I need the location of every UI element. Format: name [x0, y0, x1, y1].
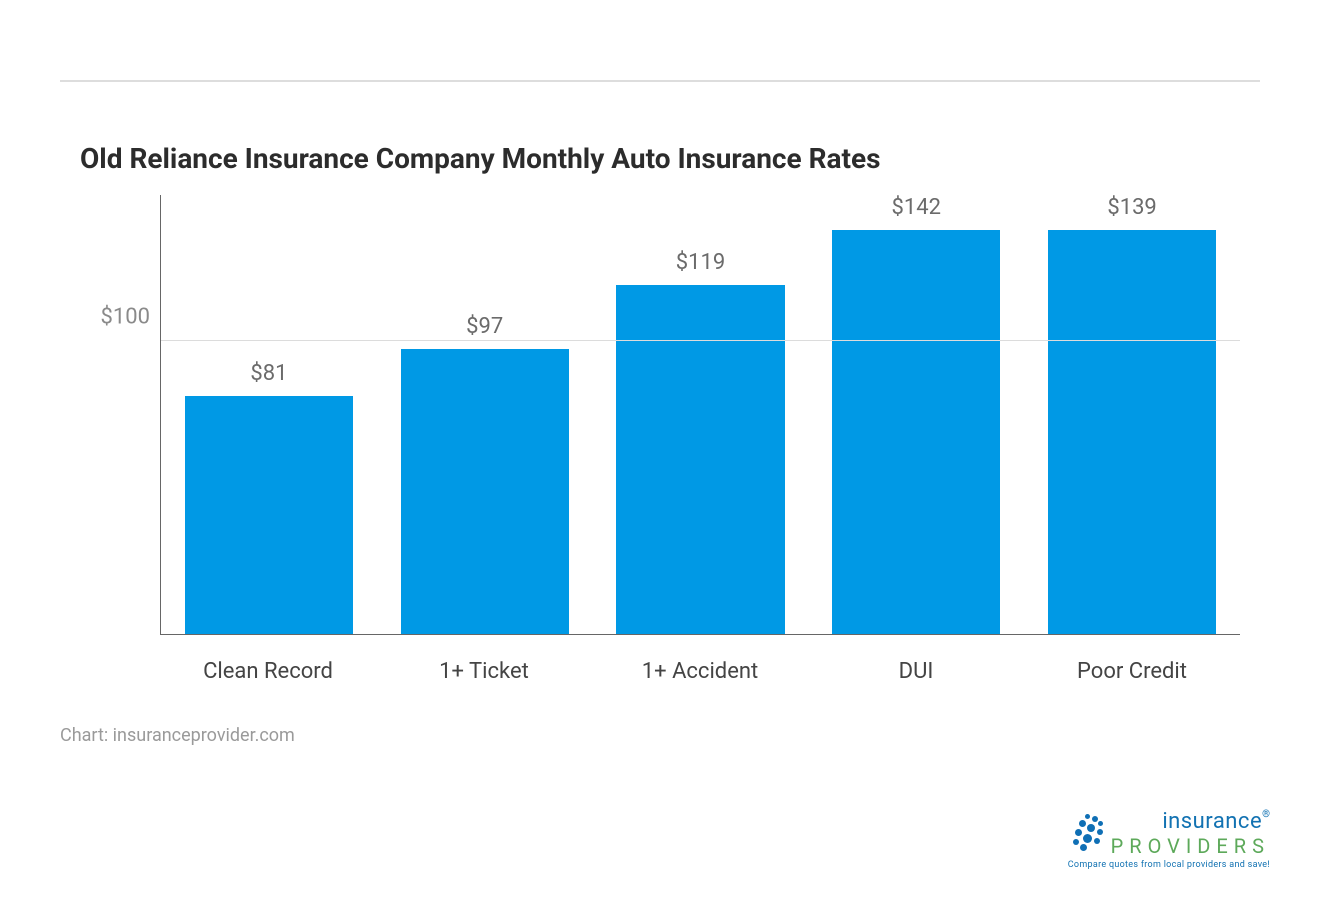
- logo-tagline: Compare quotes from local providers and …: [1067, 860, 1270, 870]
- registered-icon: ®: [1262, 809, 1270, 820]
- bar-value-label: $119: [676, 250, 725, 275]
- chart-title: Old Reliance Insurance Company Monthly A…: [80, 142, 1260, 175]
- brand-logo: insurance® PROVIDERS Compare quotes from…: [1067, 809, 1270, 870]
- top-divider: [60, 80, 1260, 82]
- x-tick-label: 1+ Ticket: [376, 645, 592, 695]
- bar-slot: $139: [1024, 195, 1240, 634]
- bar: [185, 396, 353, 634]
- bars-group: $81 $97 $119 $142 $139: [161, 195, 1240, 634]
- chart-container: Old Reliance Insurance Company Monthly A…: [0, 0, 1320, 786]
- y-tick-label: $100: [101, 304, 150, 329]
- bar: [1048, 230, 1216, 634]
- logo-row: insurance® PROVIDERS: [1067, 809, 1270, 858]
- bar-value-label: $81: [250, 361, 287, 386]
- bar: [832, 230, 1000, 634]
- bar-value-label: $97: [466, 314, 503, 339]
- chart-plot-wrap: $81 $97 $119 $142 $139 Clean Record1+ Ticket…: [60, 195, 1260, 695]
- bar-slot: $97: [377, 195, 593, 634]
- bar: [401, 349, 569, 634]
- logo-text: insurance® PROVIDERS: [1111, 809, 1270, 858]
- x-axis-labels: Clean Record1+ Ticket1+ AccidentDUIPoor …: [160, 645, 1240, 695]
- bar-slot: $119: [593, 195, 809, 634]
- x-tick-label: DUI: [808, 645, 1024, 695]
- plot-area: $81 $97 $119 $142 $139: [160, 195, 1240, 635]
- logo-text-bottom: PROVIDERS: [1111, 834, 1270, 858]
- x-tick-label: 1+ Accident: [592, 645, 808, 695]
- chart-attribution: Chart: insuranceprovider.com: [60, 725, 1260, 746]
- logo-text-top: insurance: [1162, 809, 1262, 834]
- gridline: [161, 340, 1240, 341]
- x-tick-label: Poor Credit: [1024, 645, 1240, 695]
- bar-value-label: $142: [892, 195, 941, 220]
- bar: [616, 285, 784, 634]
- bar-slot: $142: [808, 195, 1024, 634]
- bar-slot: $81: [161, 195, 377, 634]
- logo-dots-icon: [1067, 814, 1107, 854]
- x-tick-label: Clean Record: [160, 645, 376, 695]
- bar-value-label: $139: [1107, 195, 1156, 220]
